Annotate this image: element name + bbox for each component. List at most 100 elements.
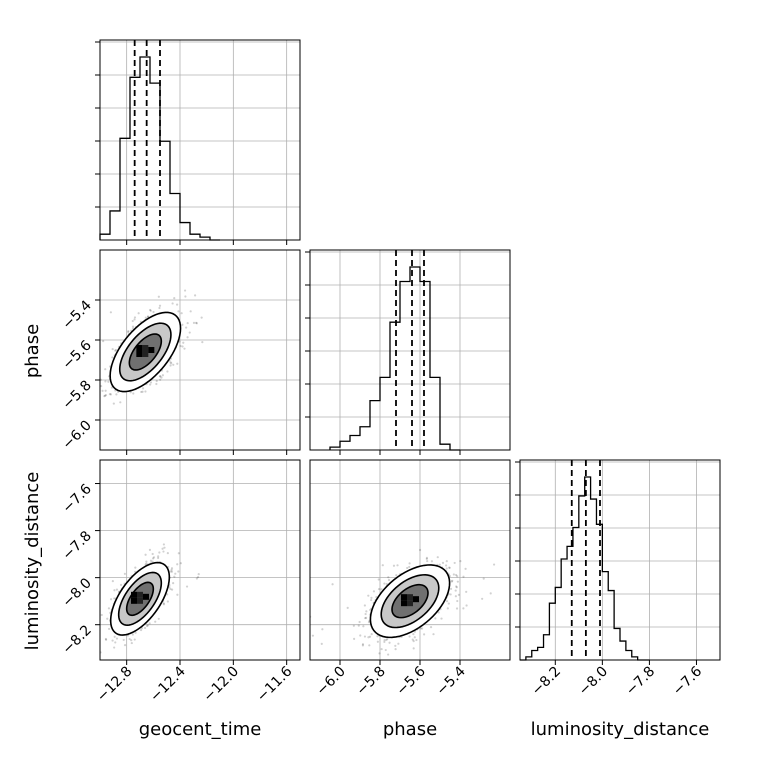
scatter-point	[112, 402, 115, 405]
scatter-point	[100, 384, 103, 388]
xtick-label: −8.2	[529, 664, 564, 699]
ytick-label: −5.8	[59, 378, 94, 413]
scatter-point	[465, 590, 468, 593]
xtick-label: −5.8	[353, 664, 388, 699]
scatter-point	[181, 323, 184, 326]
scatter-point	[446, 607, 449, 610]
scatter-point	[352, 624, 355, 627]
scatter-point	[157, 556, 160, 560]
scatter-point	[456, 580, 459, 583]
scatter-point	[107, 607, 111, 610]
xtick-label: −11.6	[254, 663, 296, 705]
scatter-point	[444, 564, 448, 567]
scatter-point	[445, 600, 449, 603]
scatter-point	[151, 560, 154, 563]
scatter-point	[104, 638, 108, 641]
xtick-label: −7.6	[670, 663, 705, 698]
scatter-point	[141, 390, 144, 393]
scatter-point	[434, 617, 437, 620]
scatter-point	[170, 362, 173, 365]
scatter-point	[177, 310, 180, 313]
density-cell	[136, 351, 143, 357]
scatter-point	[157, 617, 160, 620]
scatter-point	[166, 552, 169, 555]
density-cell	[142, 351, 149, 357]
scatter-point	[94, 373, 96, 375]
scatter-point	[177, 570, 180, 573]
density-cell	[142, 345, 149, 351]
scatter-point	[412, 640, 415, 643]
hist-panel-phase	[305, 249, 511, 455]
scatter-point	[166, 600, 169, 603]
scatter-point	[418, 548, 422, 552]
scatter-point	[158, 306, 161, 310]
density-cell	[407, 594, 413, 601]
scatter-point	[158, 375, 162, 378]
panel-frame	[309, 249, 511, 451]
scatter-point	[137, 312, 140, 315]
ytick-label: −5.4	[59, 297, 94, 332]
panel-frame	[99, 39, 301, 241]
scatter-point	[176, 362, 179, 365]
scatter-point	[100, 613, 103, 617]
scatter-point	[163, 546, 166, 549]
scatter-point	[172, 363, 175, 366]
scatter-point	[170, 588, 174, 591]
scatter-body	[94, 289, 204, 405]
xtick-label: −12.0	[201, 664, 243, 706]
scatter-point	[364, 616, 367, 620]
density-cell	[401, 594, 407, 601]
scatter-point	[394, 644, 397, 647]
density-cell	[407, 600, 413, 607]
scatter-point	[175, 303, 179, 306]
scatter-point	[113, 646, 116, 649]
scatter-point	[161, 547, 164, 550]
scatter-point	[111, 348, 114, 351]
ytick-label: −6.0	[59, 418, 94, 453]
scatter-point	[383, 638, 386, 642]
scatter-point	[489, 592, 492, 595]
scatter-point	[419, 627, 422, 630]
scatter-point	[162, 543, 165, 546]
scatter-point	[448, 566, 451, 569]
scatter-point	[415, 638, 418, 642]
scatter-point	[169, 587, 172, 591]
scatter-point	[130, 641, 133, 645]
panel-background	[100, 40, 300, 240]
density-cell	[143, 593, 149, 600]
scatter-point	[149, 383, 152, 386]
scatter-point	[452, 573, 455, 576]
scatter-point	[448, 566, 451, 570]
ylabel-phase: phase	[22, 324, 43, 378]
scatter-point	[134, 631, 137, 634]
scatter-point	[169, 364, 172, 367]
scatter-point	[368, 635, 372, 638]
scatter-point	[94, 618, 96, 620]
scatter-point	[104, 380, 107, 383]
scatter-point	[453, 561, 456, 565]
scatter-point	[109, 598, 113, 601]
scatter-point	[441, 561, 445, 564]
scatter-point	[455, 585, 458, 588]
scatter-point	[159, 375, 162, 378]
scatter-point	[370, 596, 373, 599]
scatter-point	[184, 295, 187, 298]
scatter-point	[145, 560, 148, 563]
scatter-point	[149, 559, 153, 562]
scatter-point	[376, 640, 379, 643]
scatter-point	[387, 578, 391, 582]
scatter-point	[115, 588, 119, 591]
density-cell	[137, 597, 143, 604]
scatter-point	[432, 633, 435, 636]
scatter-point	[193, 294, 197, 297]
scatter-point	[445, 560, 448, 563]
scatter-point	[445, 567, 448, 570]
density-cell	[131, 591, 137, 598]
scatter-point	[331, 583, 334, 586]
scatter-point	[385, 582, 388, 586]
scatter-point	[133, 318, 136, 321]
scatter-point	[370, 598, 373, 602]
scatter-point	[154, 620, 157, 623]
scatter-point	[388, 641, 391, 644]
scatter-point	[320, 642, 323, 645]
